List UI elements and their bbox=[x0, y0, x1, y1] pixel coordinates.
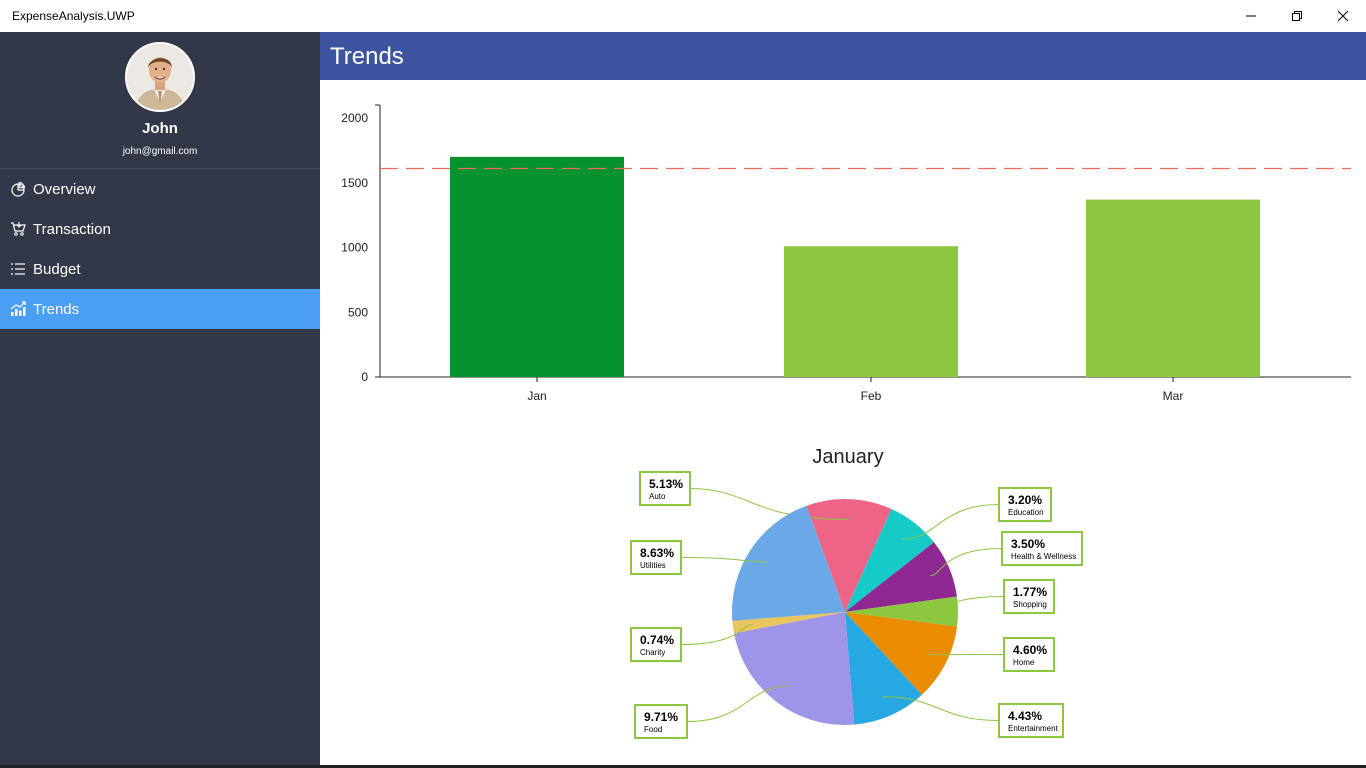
pie-slice-home bbox=[845, 612, 958, 695]
bar-chart: 2000 1500 1000 500 0 Jan Feb Mar bbox=[341, 104, 1351, 403]
restore-icon bbox=[1292, 11, 1302, 21]
data-label-entertainment: 4.43%Entertainment bbox=[998, 703, 1064, 738]
x-tick-label: Mar bbox=[1163, 389, 1184, 403]
sidebar-divider bbox=[0, 168, 320, 169]
sidebar-item-label: Trends bbox=[33, 300, 80, 318]
data-label-box bbox=[1001, 531, 1083, 566]
data-label-charity: 0.74%Charity bbox=[630, 627, 682, 662]
page-header: Trends bbox=[320, 32, 1366, 80]
list-icon bbox=[9, 260, 27, 278]
minimize-button[interactable] bbox=[1228, 0, 1274, 32]
data-label-value: 9.71% bbox=[644, 710, 678, 724]
data-label-value: 3.20% bbox=[1008, 493, 1042, 507]
pie-slice-auto bbox=[806, 499, 892, 612]
data-label-box bbox=[634, 704, 688, 739]
x-tick-label: Feb bbox=[861, 389, 882, 403]
data-label-health-wellness: 3.50%Health & Wellness bbox=[1001, 531, 1083, 566]
data-label-category: Entertainment bbox=[1008, 724, 1059, 733]
title-bar: ExpenseAnalysis.UWP bbox=[0, 0, 1366, 32]
data-label-home: 4.60%Home bbox=[1003, 637, 1055, 672]
pie-slice-charity bbox=[732, 612, 845, 634]
trend-chart-icon bbox=[9, 300, 27, 318]
data-label-value: 8.63% bbox=[640, 546, 674, 560]
pie-slice-food bbox=[734, 612, 855, 725]
page-title: Trends bbox=[330, 43, 404, 70]
leader-line bbox=[686, 685, 789, 722]
avatar[interactable] bbox=[125, 42, 195, 112]
sidebar-item-transaction[interactable]: Transaction bbox=[0, 209, 320, 249]
y-tick-label: 500 bbox=[348, 305, 368, 319]
bar-jan bbox=[450, 156, 624, 377]
data-label-box bbox=[998, 703, 1064, 738]
pie-chart-icon bbox=[9, 180, 27, 198]
leader-line bbox=[680, 557, 768, 563]
bar-mar bbox=[1086, 199, 1260, 377]
pie-chart-title: January bbox=[812, 446, 884, 468]
sidebar-item-label: Transaction bbox=[33, 220, 111, 238]
restore-button[interactable] bbox=[1274, 0, 1320, 32]
data-label-value: 4.60% bbox=[1013, 643, 1047, 657]
close-icon bbox=[1337, 10, 1349, 22]
data-label-box bbox=[1003, 579, 1055, 614]
taskbar-edge bbox=[0, 765, 1366, 768]
data-label-category: Health & Wellness bbox=[1011, 552, 1076, 561]
cart-icon bbox=[9, 220, 27, 238]
data-label-box bbox=[630, 627, 682, 662]
app-title: ExpenseAnalysis.UWP bbox=[12, 9, 135, 23]
data-label-category: Food bbox=[644, 725, 662, 734]
leader-line bbox=[930, 548, 1003, 577]
data-label-value: 0.74% bbox=[640, 633, 674, 647]
minimize-icon bbox=[1246, 15, 1256, 17]
y-tick-label: 1000 bbox=[341, 241, 368, 255]
pie-slice-shopping bbox=[845, 596, 959, 627]
data-label-category: Charity bbox=[640, 648, 665, 657]
data-label-value: 1.77% bbox=[1013, 585, 1047, 599]
sidebar-item-trends[interactable]: Trends bbox=[0, 289, 320, 329]
user-photo-icon bbox=[127, 44, 193, 110]
pie-slice-utilities bbox=[732, 505, 845, 621]
leader-line bbox=[689, 488, 849, 520]
sidebar-item-label: Overview bbox=[33, 180, 96, 198]
data-label-shopping: 1.77%Shopping bbox=[1003, 579, 1055, 614]
main-content: 2000 1500 1000 500 0 Jan Feb Mar January 5.13% A… bbox=[320, 80, 1366, 768]
close-button[interactable] bbox=[1320, 0, 1366, 32]
pie-slice-education bbox=[845, 508, 934, 612]
data-label-box bbox=[1003, 637, 1055, 672]
user-email: john@gmail.com bbox=[122, 146, 198, 157]
y-tick-label: 2000 bbox=[341, 111, 368, 125]
sidebar-item-overview[interactable]: Overview bbox=[0, 169, 320, 209]
leader-line bbox=[902, 504, 1000, 540]
pie-slice-health-wellness bbox=[845, 542, 957, 612]
data-label-box bbox=[639, 471, 691, 506]
data-label-education: 3.20%Education bbox=[998, 487, 1052, 522]
data-label-category: Auto bbox=[649, 492, 666, 501]
data-label-value: 4.43% bbox=[1008, 709, 1042, 723]
pie-slice-entertainment bbox=[845, 612, 922, 725]
user-name: John bbox=[142, 120, 178, 137]
y-tick-label: 0 bbox=[361, 370, 368, 384]
data-label-box bbox=[630, 540, 682, 575]
sidebar-item-budget[interactable]: Budget bbox=[0, 249, 320, 289]
x-tick-label: Jan bbox=[527, 389, 546, 403]
data-label-utilities: 8.63%Utilities bbox=[630, 540, 682, 575]
data-label-category: Education bbox=[1008, 508, 1044, 517]
sidebar: John john@gmail.com Overview Transaction… bbox=[0, 32, 320, 768]
y-tick-label: 1500 bbox=[341, 176, 368, 190]
sidebar-item-label: Budget bbox=[33, 260, 81, 278]
data-label-value: 5.13% bbox=[649, 477, 683, 491]
data-label-category: Shopping bbox=[1013, 600, 1047, 609]
leader-line bbox=[680, 623, 754, 645]
leader-line bbox=[937, 596, 1005, 613]
data-label-value: 3.50% bbox=[1011, 537, 1045, 551]
data-label-food: 9.71%Food bbox=[634, 704, 688, 739]
pie-chart: 5.13%Auto 3.20%Education 3.50%Health & Wel… bbox=[630, 471, 1083, 739]
data-label-auto: 5.13%Auto bbox=[639, 471, 691, 506]
data-label-box bbox=[998, 487, 1052, 522]
data-label-category: Utilities bbox=[640, 561, 666, 570]
data-label-category: Home bbox=[1013, 658, 1035, 667]
bar-feb bbox=[784, 246, 958, 377]
leader-line bbox=[882, 696, 1000, 721]
